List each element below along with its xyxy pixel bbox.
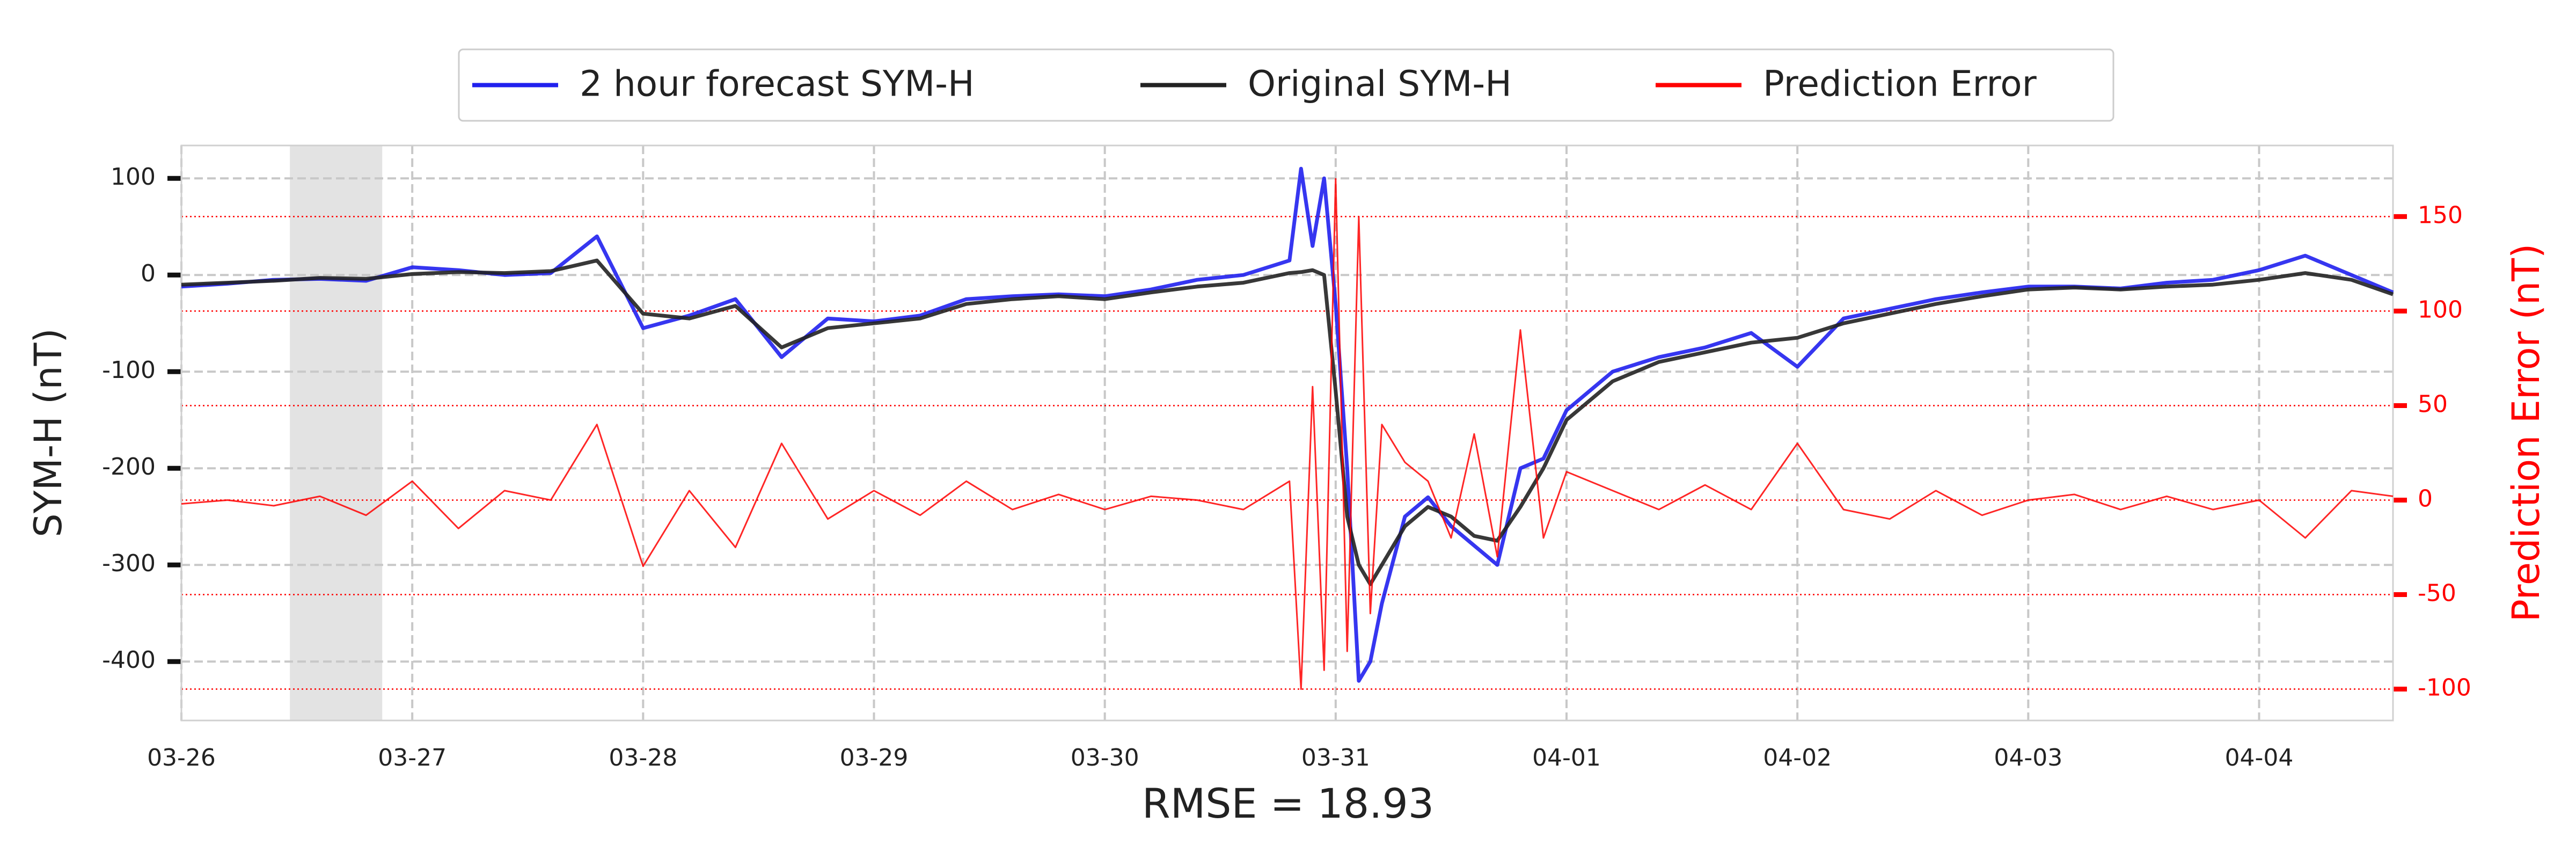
x-tick-label: 03-31 (1301, 744, 1370, 771)
x-tick-label: 04-01 (1532, 744, 1601, 771)
legend-label: Original SYM-H (1248, 63, 1512, 105)
series-line (181, 166, 2394, 683)
legend-label: Prediction Error (1763, 63, 2037, 105)
x-tick-label: 03-30 (1071, 744, 1139, 771)
x-tick-label: 03-26 (147, 744, 216, 771)
legend-box (458, 48, 2114, 122)
series-line (181, 258, 2394, 586)
y-tick-label: -300 (102, 550, 156, 577)
legend-label: 2 hour forecast SYM-H (580, 63, 975, 105)
x-tick-label: 03-29 (840, 744, 909, 771)
y2-tick-label: 150 (2418, 201, 2463, 229)
y2-axis-title: Prediction Error (nT) (2504, 244, 2548, 622)
y2-tick-label: 100 (2418, 296, 2463, 323)
x-tick-label: 04-02 (1763, 744, 1832, 771)
plot-frame (180, 144, 2394, 722)
y-tick-label: 0 (141, 260, 156, 287)
shaded-span (290, 145, 383, 720)
y-tick-label: -100 (102, 356, 156, 384)
legend: 2 hour forecast SYM-H Original SYM-H Predi… (458, 48, 2114, 122)
y-axis-title: SYM-H (nT) (26, 328, 70, 537)
y-tick-label: 100 (111, 163, 156, 191)
y2-tick-label: 50 (2418, 390, 2448, 418)
series-line (181, 178, 2394, 690)
x-tick-label: 04-04 (2225, 744, 2294, 771)
x-tick-label: 04-03 (1994, 744, 2062, 771)
y2-tick-label: 0 (2418, 485, 2433, 512)
y2-tick-label: -100 (2418, 674, 2471, 702)
y-tick-label: -400 (102, 646, 156, 674)
y2-tick-label: -50 (2418, 580, 2456, 607)
x-axis-title: RMSE = 18.93 (1142, 780, 1434, 827)
x-tick-label: 03-28 (609, 744, 677, 771)
x-tick-label: 03-27 (378, 744, 447, 771)
y-tick-label: -200 (102, 453, 156, 481)
